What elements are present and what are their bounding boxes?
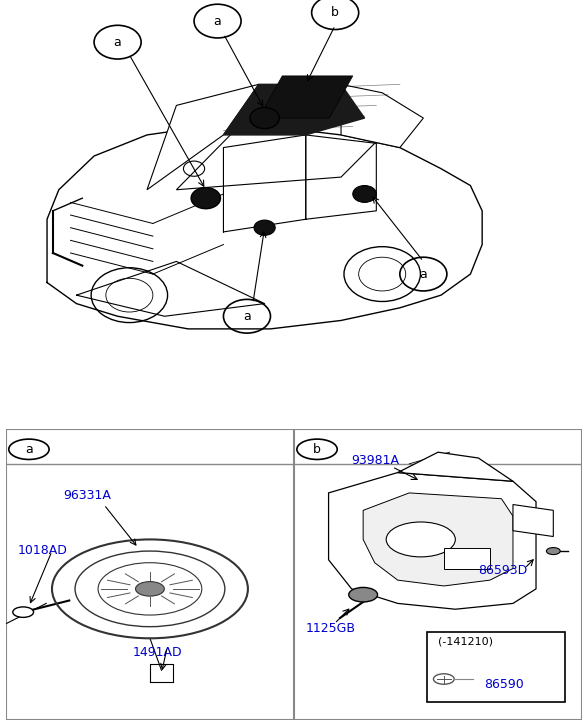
Circle shape [13,607,34,617]
Text: b: b [331,6,339,19]
Circle shape [546,547,560,555]
Polygon shape [341,84,423,148]
Polygon shape [223,84,365,135]
Polygon shape [259,76,353,118]
Polygon shape [397,452,513,481]
Circle shape [386,522,455,557]
Text: a: a [25,443,33,456]
Text: 1125GB: 1125GB [306,622,356,635]
Text: b: b [313,443,321,456]
Text: 1018AD: 1018AD [18,544,67,557]
Polygon shape [363,493,513,586]
Polygon shape [176,118,400,190]
Circle shape [135,582,164,596]
Circle shape [433,674,454,684]
Text: 96331A: 96331A [64,489,111,502]
Circle shape [353,185,376,202]
Polygon shape [513,505,553,537]
Text: 93981A: 93981A [352,454,400,467]
Text: 86593D: 86593D [479,564,527,577]
Text: a: a [213,15,222,28]
Text: a: a [419,268,427,281]
FancyBboxPatch shape [426,632,565,702]
Text: (-141210): (-141210) [438,636,493,646]
Circle shape [250,108,279,129]
Circle shape [349,587,377,602]
FancyBboxPatch shape [444,548,490,569]
Text: 1491AD: 1491AD [133,646,182,659]
Circle shape [254,220,275,236]
Polygon shape [147,84,259,190]
Text: a: a [243,310,251,323]
Text: 86590: 86590 [484,678,524,691]
Circle shape [191,188,220,209]
Text: a: a [113,36,122,49]
Polygon shape [329,473,536,609]
